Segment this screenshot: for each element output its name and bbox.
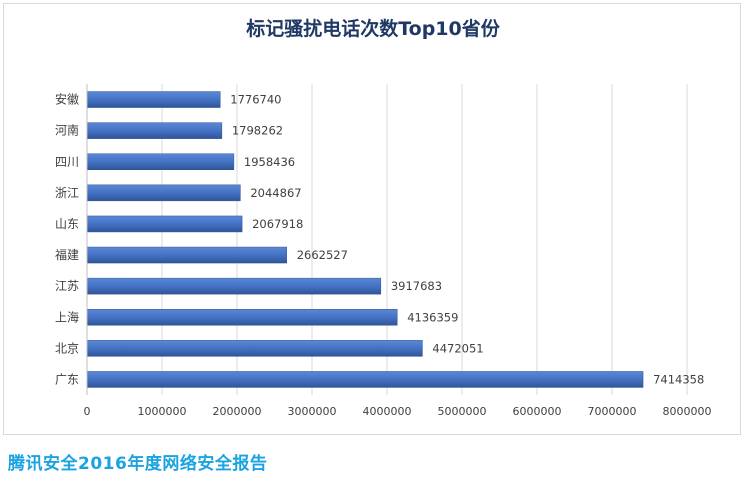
chart-title: 标记骚扰电话次数Top10省份: [246, 18, 500, 40]
report-source: 腾讯安全2016年度网络安全报告: [8, 454, 268, 474]
value-axis: 0 1000000 2000000 3000000 4000000 5000000 6000…: [84, 405, 712, 418]
bar: [86, 309, 398, 326]
category-label: 四川: [55, 155, 79, 169]
category-label: 浙江: [55, 186, 79, 200]
bar-value-label: 1958436: [244, 155, 295, 169]
category-label: 江苏: [55, 279, 79, 293]
bar-value-label: 2067918: [252, 217, 303, 231]
x-tick-label: 2000000: [213, 405, 262, 418]
bar-chart: 1776740 1798262 1958436 2044867 2067918 26625…: [55, 84, 712, 418]
bar: [86, 246, 287, 264]
bar-value-label: 2044867: [250, 186, 301, 200]
bar-value-label: 1798262: [232, 124, 283, 138]
category-label: 安徽: [55, 92, 79, 107]
x-tick-label: 7000000: [588, 405, 637, 418]
bar-value-label: 2662527: [297, 248, 348, 262]
x-tick-label: 3000000: [288, 405, 337, 418]
x-tick-label: 6000000: [513, 405, 562, 418]
category-label: 北京: [55, 341, 79, 355]
x-tick-label: 8000000: [663, 405, 712, 418]
category-label: 上海: [55, 309, 79, 324]
bar-value-label: 4472051: [432, 341, 483, 355]
bar: [86, 91, 221, 108]
bar: [86, 153, 235, 170]
bars: [86, 91, 644, 388]
category-label: 河南: [55, 123, 79, 138]
bar: [86, 215, 243, 233]
category-label: 山东: [55, 217, 79, 231]
bar: [86, 184, 241, 202]
bar: [86, 122, 223, 139]
bar-value-label: 3917683: [391, 279, 442, 293]
x-tick-label: 4000000: [363, 405, 412, 418]
bar-value-label: 7414358: [653, 372, 704, 386]
x-tick-label: 0: [84, 405, 91, 418]
bar: [86, 340, 423, 357]
bar: [86, 371, 644, 388]
category-label: 广东: [55, 372, 79, 386]
data-labels: 1776740 1798262 1958436 2044867 2067918 26625…: [230, 93, 704, 387]
x-tick-label: 1000000: [138, 405, 187, 418]
bar-value-label: 1776740: [230, 93, 281, 107]
bar-value-label: 4136359: [407, 310, 458, 324]
x-tick-label: 5000000: [438, 405, 487, 418]
category-label: 福建: [55, 247, 79, 262]
bar: [86, 277, 382, 295]
